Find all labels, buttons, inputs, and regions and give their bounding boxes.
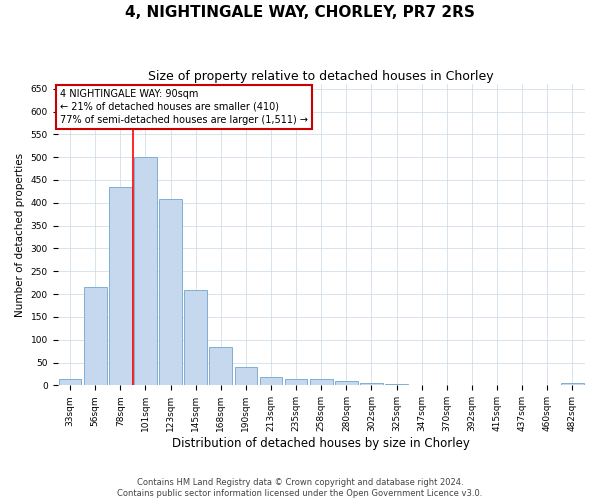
Bar — [184, 290, 207, 386]
Bar — [59, 378, 82, 386]
Text: 4, NIGHTINGALE WAY, CHORLEY, PR7 2RS: 4, NIGHTINGALE WAY, CHORLEY, PR7 2RS — [125, 5, 475, 20]
Bar — [310, 378, 332, 386]
Bar — [260, 377, 283, 386]
Bar — [561, 383, 584, 386]
Bar — [109, 187, 131, 386]
Bar — [360, 383, 383, 386]
Bar — [84, 287, 107, 386]
X-axis label: Distribution of detached houses by size in Chorley: Distribution of detached houses by size … — [172, 437, 470, 450]
Bar — [335, 381, 358, 386]
Bar — [209, 348, 232, 386]
Bar — [134, 157, 157, 386]
Bar — [235, 367, 257, 386]
Text: Contains HM Land Registry data © Crown copyright and database right 2024.
Contai: Contains HM Land Registry data © Crown c… — [118, 478, 482, 498]
Bar — [159, 199, 182, 386]
Title: Size of property relative to detached houses in Chorley: Size of property relative to detached ho… — [148, 70, 494, 83]
Bar — [385, 384, 408, 386]
Y-axis label: Number of detached properties: Number of detached properties — [15, 152, 25, 317]
Bar — [285, 378, 307, 386]
Text: 4 NIGHTINGALE WAY: 90sqm
← 21% of detached houses are smaller (410)
77% of semi-: 4 NIGHTINGALE WAY: 90sqm ← 21% of detach… — [60, 88, 308, 125]
